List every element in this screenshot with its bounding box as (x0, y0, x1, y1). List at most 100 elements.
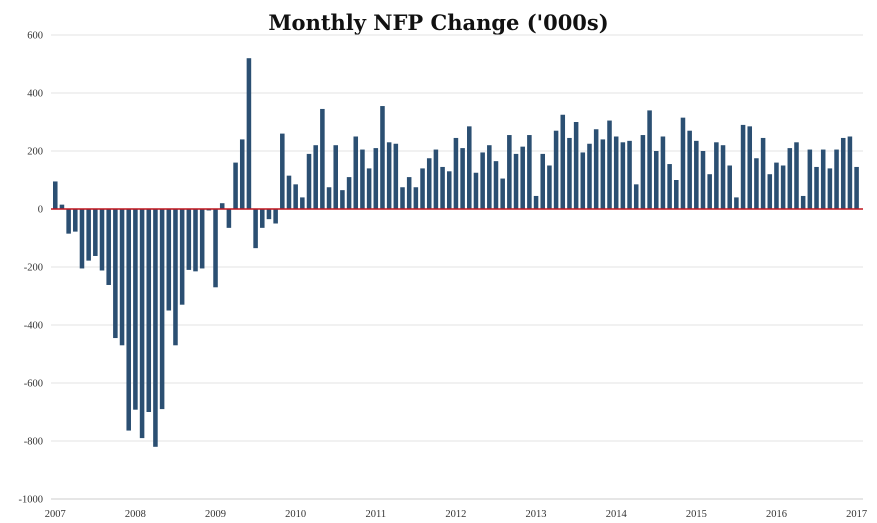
bar (233, 162, 238, 209)
bar (320, 108, 325, 209)
bar (774, 162, 779, 209)
bar (373, 148, 379, 209)
bar (507, 135, 512, 209)
y-tick-label: -800 (24, 437, 43, 448)
bar (794, 142, 799, 209)
bar (440, 166, 445, 209)
bar (814, 166, 819, 209)
bar (674, 180, 679, 209)
bar (834, 149, 839, 209)
bar (620, 142, 626, 209)
y-tick-label: 0 (38, 205, 43, 216)
x-tick-label: 2012 (445, 509, 466, 520)
bar (727, 165, 732, 209)
bar (660, 136, 666, 209)
chart-title: Monthly NFP Change ('000s) (268, 10, 609, 35)
bar (527, 135, 532, 209)
bar (460, 148, 465, 209)
bar (213, 209, 218, 288)
bar (380, 106, 385, 209)
bar (393, 143, 399, 209)
bar (273, 209, 278, 224)
bar (747, 126, 753, 209)
bar (467, 126, 472, 209)
bar (767, 174, 773, 209)
bar (607, 120, 612, 209)
bar (326, 187, 332, 209)
bar (119, 209, 125, 346)
bar (366, 168, 372, 209)
bar (286, 175, 292, 209)
x-tick-label: 2011 (365, 509, 386, 520)
bar (787, 148, 793, 209)
y-tick-label: 200 (27, 147, 43, 158)
x-tick-label: 2015 (686, 509, 707, 520)
bar (66, 209, 71, 234)
bar (226, 209, 232, 228)
bar (627, 140, 632, 209)
bar (573, 122, 579, 209)
y-tick-label: -600 (24, 379, 43, 390)
bar (640, 135, 646, 209)
bar (740, 124, 746, 209)
x-tick-label: 2008 (125, 509, 146, 520)
bar (79, 209, 85, 269)
bar (567, 137, 572, 209)
bar (560, 114, 566, 209)
bar (487, 145, 492, 209)
bar (647, 110, 652, 209)
bar (800, 195, 806, 209)
bar (346, 177, 352, 209)
bar (433, 149, 439, 209)
x-tick-label: 2017 (846, 509, 867, 520)
bar (754, 158, 759, 209)
bar (53, 181, 58, 209)
x-tick-label: 2013 (526, 509, 547, 520)
bar (186, 209, 192, 270)
bar (533, 195, 539, 209)
y-tick-label: 600 (27, 31, 43, 42)
bar (734, 197, 739, 209)
bar (300, 197, 305, 209)
bar (266, 209, 272, 220)
bar (446, 171, 452, 209)
bar (547, 165, 552, 209)
bar (406, 177, 412, 209)
bar (667, 164, 672, 209)
y-tick-label: -200 (24, 263, 43, 274)
bar (714, 142, 719, 209)
bar (386, 142, 392, 209)
bar (173, 209, 178, 346)
bar (166, 209, 172, 311)
bar (480, 152, 485, 209)
bar (613, 136, 619, 209)
bar (146, 209, 152, 412)
bar (99, 209, 105, 271)
bar (553, 130, 559, 209)
bar (193, 209, 198, 272)
bar (260, 209, 265, 228)
bar (840, 137, 846, 209)
bar (540, 153, 546, 209)
bar (760, 137, 766, 209)
bar (93, 209, 98, 256)
bar (139, 209, 145, 439)
bar (587, 143, 592, 209)
bar (854, 166, 859, 209)
bar (420, 168, 425, 209)
bar (680, 117, 686, 209)
y-tick-label: -1000 (19, 495, 44, 506)
bar (493, 161, 499, 209)
bar (153, 209, 158, 447)
bar (360, 149, 365, 209)
bar (293, 184, 298, 209)
bar (73, 209, 78, 232)
x-tick-label: 2009 (205, 509, 226, 520)
bar (633, 184, 639, 209)
bar (687, 130, 692, 209)
bar (694, 140, 699, 209)
bar (847, 136, 853, 209)
bar (179, 209, 185, 305)
